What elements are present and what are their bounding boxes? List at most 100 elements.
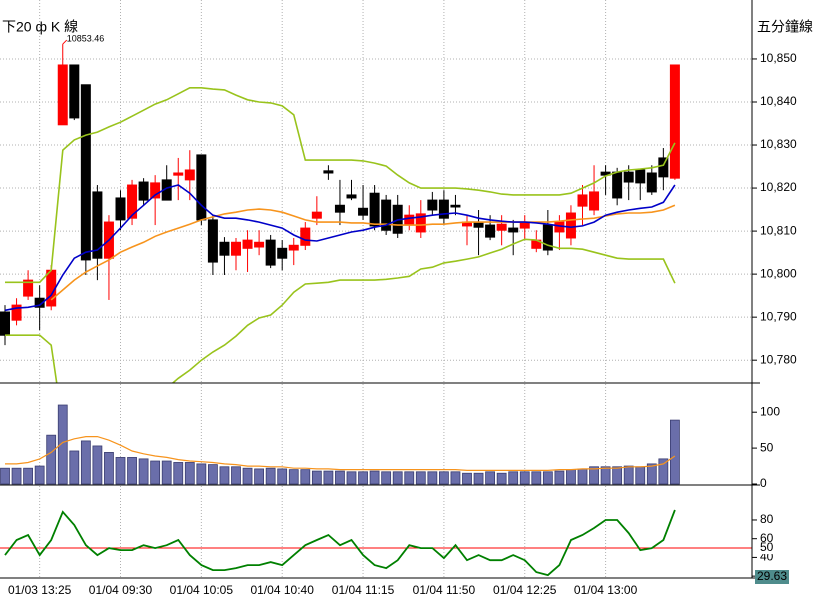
x-tick-label: 01/04 09:30 bbox=[89, 583, 153, 597]
volume-bar bbox=[415, 471, 426, 485]
candle-body bbox=[92, 191, 103, 259]
y-tick-label: 10,820 bbox=[760, 180, 797, 194]
candle-body bbox=[311, 211, 322, 219]
volume-bar bbox=[184, 462, 195, 485]
oscillator-line bbox=[4, 509, 676, 577]
volume-bar bbox=[92, 445, 103, 485]
volume-bar bbox=[242, 467, 253, 485]
candle-body bbox=[427, 199, 438, 211]
y-tick-label: 0 bbox=[760, 476, 767, 490]
overlay-line bbox=[50, 204, 676, 301]
volume-bar bbox=[577, 468, 588, 485]
volume-bar bbox=[231, 466, 241, 485]
chart-title: 下20 ф K 線 bbox=[2, 19, 78, 35]
volume-bar bbox=[392, 471, 403, 485]
volume-bar bbox=[496, 472, 507, 485]
candle-body bbox=[485, 224, 496, 238]
candle-body bbox=[300, 227, 311, 246]
annotation-label: 10853.46 bbox=[67, 33, 105, 43]
volume-bar bbox=[635, 466, 646, 485]
volume-bar bbox=[311, 470, 322, 485]
volume-bar bbox=[600, 466, 611, 485]
volume-bar bbox=[69, 450, 80, 485]
candle-body bbox=[254, 241, 265, 248]
annotation-leader bbox=[62, 39, 68, 45]
candle-body bbox=[600, 171, 611, 176]
volume-bar bbox=[335, 470, 345, 485]
volume-bar bbox=[196, 463, 207, 485]
volume-bar bbox=[566, 469, 576, 485]
candle-body bbox=[34, 297, 45, 308]
volume-bar bbox=[277, 468, 288, 485]
volume-bar bbox=[115, 457, 126, 485]
volume-bar bbox=[508, 471, 519, 485]
reference-label-bg bbox=[758, 542, 774, 555]
volume-average-line bbox=[5, 436, 676, 471]
volume-bar bbox=[207, 464, 218, 485]
volume-bar bbox=[346, 471, 357, 485]
candle-body bbox=[0, 311, 10, 336]
candle-body bbox=[173, 172, 184, 176]
y-tick-label: 50 bbox=[760, 440, 774, 454]
candle-body bbox=[207, 219, 218, 263]
candle-body bbox=[80, 84, 91, 261]
y-tick-label: 10,800 bbox=[760, 266, 797, 280]
volume-bar bbox=[288, 469, 299, 485]
y-tick-label: 10,780 bbox=[760, 352, 797, 366]
candle-body bbox=[115, 197, 126, 221]
volume-bar bbox=[670, 419, 680, 485]
candle-body bbox=[231, 241, 241, 256]
overlay-line bbox=[5, 87, 676, 284]
volume-bar bbox=[623, 465, 634, 485]
overlay-line bbox=[5, 238, 676, 383]
candle-body bbox=[450, 204, 461, 208]
candle-body bbox=[658, 157, 669, 178]
volume-bar bbox=[358, 471, 368, 485]
volume-bar bbox=[127, 457, 137, 485]
candle-body bbox=[612, 171, 623, 199]
readout-bg bbox=[755, 570, 789, 584]
candle-body bbox=[646, 172, 657, 193]
volume-bar bbox=[254, 468, 265, 485]
candle-body bbox=[277, 247, 288, 259]
volume-bar bbox=[0, 467, 10, 485]
volume-bar bbox=[369, 470, 380, 485]
volume-bar bbox=[57, 404, 68, 485]
volume-bar bbox=[462, 472, 472, 485]
candle-body bbox=[323, 170, 334, 174]
candle-body bbox=[508, 227, 519, 233]
volume-bar bbox=[519, 471, 530, 485]
candle-body bbox=[635, 169, 646, 184]
candle-body bbox=[69, 64, 80, 119]
volume-bar bbox=[104, 452, 114, 485]
y-tick-label: 10,790 bbox=[760, 309, 797, 323]
candle-body bbox=[219, 241, 230, 256]
volume-bar bbox=[542, 471, 553, 485]
candle-body bbox=[150, 182, 161, 199]
candle-body bbox=[23, 279, 34, 297]
volume-bar bbox=[11, 467, 22, 485]
candle-body bbox=[184, 169, 195, 181]
x-tick-label: 01/04 13:00 bbox=[574, 583, 638, 597]
candle-body bbox=[565, 212, 576, 239]
volume-bar bbox=[323, 470, 334, 485]
x-tick-label: 01/03 13:25 bbox=[8, 583, 72, 597]
candle-body bbox=[415, 213, 426, 233]
volume-bar bbox=[427, 471, 438, 485]
volume-bar bbox=[381, 471, 392, 485]
volume-bar bbox=[173, 462, 184, 485]
candle-body bbox=[138, 181, 149, 201]
candle-body bbox=[358, 207, 369, 216]
volume-bar bbox=[161, 460, 172, 485]
candle-body bbox=[57, 64, 68, 126]
volume-bar bbox=[658, 458, 669, 485]
candle-body bbox=[334, 204, 345, 213]
chart-subtitle: 五分鐘線 bbox=[757, 19, 813, 35]
volume-bar bbox=[300, 469, 311, 485]
volume-bar bbox=[219, 466, 230, 485]
volume-bar bbox=[46, 434, 57, 485]
y-tick-label: 10,830 bbox=[760, 137, 797, 151]
x-tick-label: 01/04 10:40 bbox=[250, 583, 314, 597]
